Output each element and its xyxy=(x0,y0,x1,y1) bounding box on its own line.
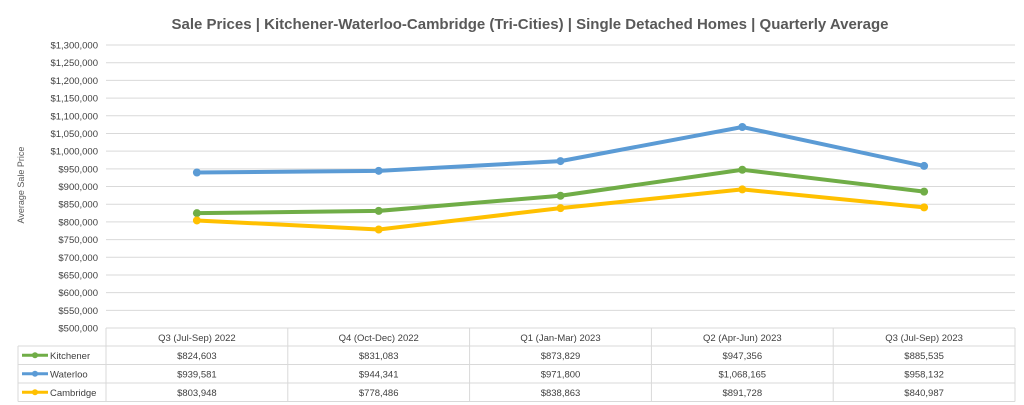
y-tick-label: $850,000 xyxy=(58,200,98,211)
y-tick-label: $900,000 xyxy=(58,182,98,193)
series-lines xyxy=(192,123,929,234)
y-tick-label: $600,000 xyxy=(58,288,98,299)
legend-series-name: Cambridge xyxy=(50,388,96,399)
table-category-label: Q1 (Jan-Mar) 2023 xyxy=(520,333,600,344)
data-point xyxy=(556,157,565,166)
data-label: $838,863 xyxy=(541,388,581,399)
y-tick-label: $800,000 xyxy=(58,217,98,228)
legend-key-marker xyxy=(32,389,38,396)
y-tick-label: $1,050,000 xyxy=(50,129,98,140)
data-label: $840,987 xyxy=(904,388,944,399)
data-label: $831,083 xyxy=(359,351,399,362)
data-label: $947,356 xyxy=(722,351,762,362)
y-tick-label: $1,000,000 xyxy=(50,147,98,158)
y-tick-label: $650,000 xyxy=(58,270,98,281)
data-label: $885,535 xyxy=(904,351,944,362)
data-label: $958,132 xyxy=(904,369,944,380)
data-table: Q3 (Jul-Sep) 2022 Q4 (Oct-Dec) 2022 Q1 (Ja… xyxy=(17,328,1016,402)
y-tick-label: $750,000 xyxy=(58,235,98,246)
legend-key-marker xyxy=(32,370,38,377)
data-point xyxy=(192,216,201,225)
data-label: $873,829 xyxy=(541,351,581,362)
legend-key-marker xyxy=(32,352,38,359)
data-label: $939,581 xyxy=(177,369,217,380)
table-category-label: Q3 (Jul-Sep) 2022 xyxy=(158,333,236,344)
legend-series-name: Waterloo xyxy=(50,369,88,380)
data-point xyxy=(374,206,383,215)
data-label: $891,728 xyxy=(722,388,762,399)
data-point xyxy=(920,187,929,196)
data-point xyxy=(738,185,747,194)
y-tick-label: $1,100,000 xyxy=(50,111,98,122)
data-label: $944,341 xyxy=(359,369,399,380)
data-point xyxy=(738,123,747,132)
data-point xyxy=(738,165,747,174)
y-tick-label: $500,000 xyxy=(58,324,98,335)
data-label: $778,486 xyxy=(359,388,399,399)
data-point xyxy=(556,204,565,213)
data-label: $824,603 xyxy=(177,351,217,362)
y-tick-label: $1,300,000 xyxy=(50,41,98,52)
legend-series-name: Kitchener xyxy=(50,351,90,362)
table-category-label: Q4 (Oct-Dec) 2022 xyxy=(339,333,419,344)
y-tick-label: $1,150,000 xyxy=(50,94,98,105)
data-point xyxy=(920,161,929,170)
data-point xyxy=(192,168,201,177)
data-point xyxy=(374,225,383,234)
chart-title: Sale Prices | Kitchener-Waterloo-Cambrid… xyxy=(171,16,889,33)
y-tick-label: $1,250,000 xyxy=(50,58,98,69)
data-label: $971,800 xyxy=(541,369,581,380)
y-tick-label: $550,000 xyxy=(58,306,98,317)
table-category-label: Q2 (Apr-Jun) 2023 xyxy=(703,333,782,344)
data-point xyxy=(374,166,383,175)
y-tick-label: $950,000 xyxy=(58,164,98,175)
data-label: $803,948 xyxy=(177,388,217,399)
data-point xyxy=(556,191,565,200)
table-category-label: Q3 (Jul-Sep) 2023 xyxy=(885,333,963,344)
y-tick-label: $1,200,000 xyxy=(50,76,98,87)
data-label: $1,068,165 xyxy=(719,369,767,380)
data-point xyxy=(920,203,929,212)
y-tick-label: $700,000 xyxy=(58,253,98,264)
y-tick-labels: $500,000 $550,000 $600,000 $650,000 $700,000… xyxy=(50,41,98,335)
data-point xyxy=(192,209,201,218)
